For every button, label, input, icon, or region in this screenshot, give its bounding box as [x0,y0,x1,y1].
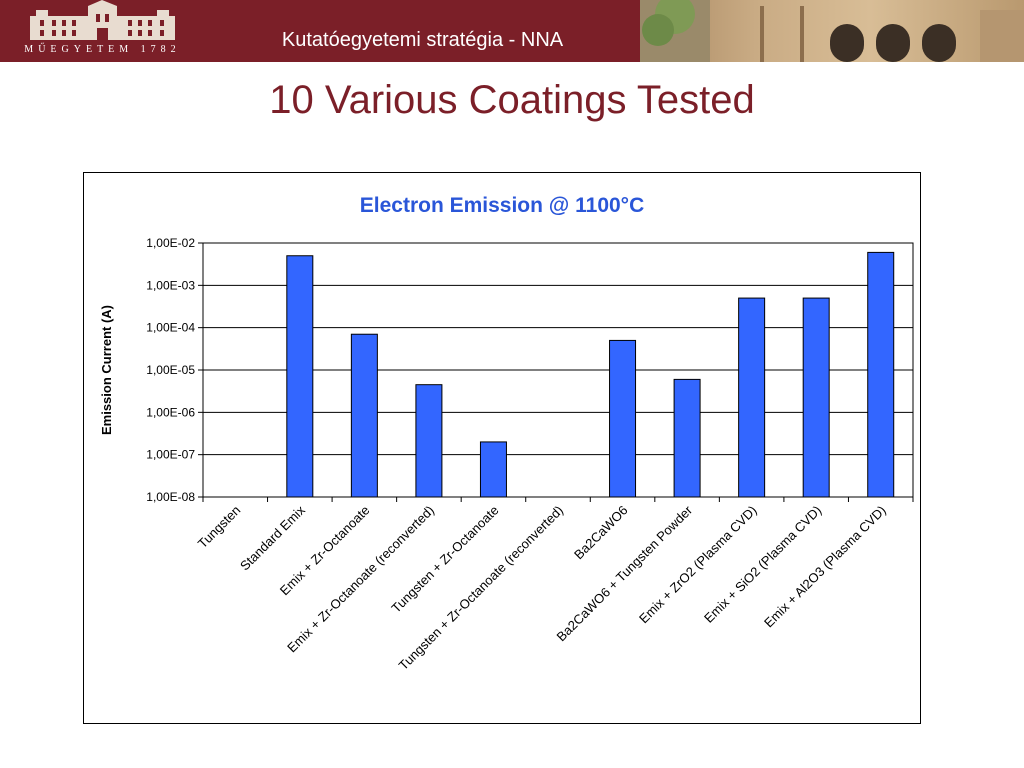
y-tick-label: 1,00E-08 [146,490,195,504]
bar [867,251,895,498]
x-tick-label: Emix + ZrO2 (Plasma CVD) [636,503,760,627]
bar [286,255,314,498]
y-tick-label: 1,00E-06 [146,405,195,419]
y-tick-label: 1,00E-05 [146,363,195,377]
x-tick-label: Emix + Al2O3 (Plasma CVD) [761,503,889,631]
bar [350,333,378,498]
plot-area [202,242,914,498]
header-title: Kutatóegyetemi stratégia - NNA [281,29,564,51]
bar [609,339,637,498]
header-building-photo [640,0,1024,62]
university-logo: MŰEGYETEM 1782 [0,0,205,62]
header-band: MŰEGYETEM 1782 Kutatóegyetemi stratégia … [0,0,1024,62]
building-icon [30,0,175,40]
bar [802,297,830,498]
bar [479,441,507,498]
x-tick-label: Ba2CaWO6 + Tungsten Powder [554,502,696,644]
bar [738,297,766,498]
x-tick-label: Ba2CaWO6 [571,503,631,563]
y-tick-label: 1,00E-03 [146,278,195,292]
y-tick-label: 1,00E-02 [146,236,195,250]
bar [415,384,443,498]
x-tick-label: Standard Emix [237,502,308,573]
x-tick-label: Tungsten + Zr-Octanoate [388,503,501,616]
x-tick-label: Tungsten [195,503,244,552]
logo-text: MŰEGYETEM 1782 [24,44,181,55]
bar [673,378,701,498]
chart-title: Electron Emission @ 1100°C [359,194,645,217]
y-tick-label: 1,00E-07 [146,448,195,462]
y-tick-label: 1,00E-04 [146,321,195,335]
y-axis-label: Emission Current (A) [99,305,114,435]
x-tick-label: Emix + SiO2 (Plasma CVD) [701,503,824,626]
slide-title: 10 Various Coatings Tested [269,78,755,122]
